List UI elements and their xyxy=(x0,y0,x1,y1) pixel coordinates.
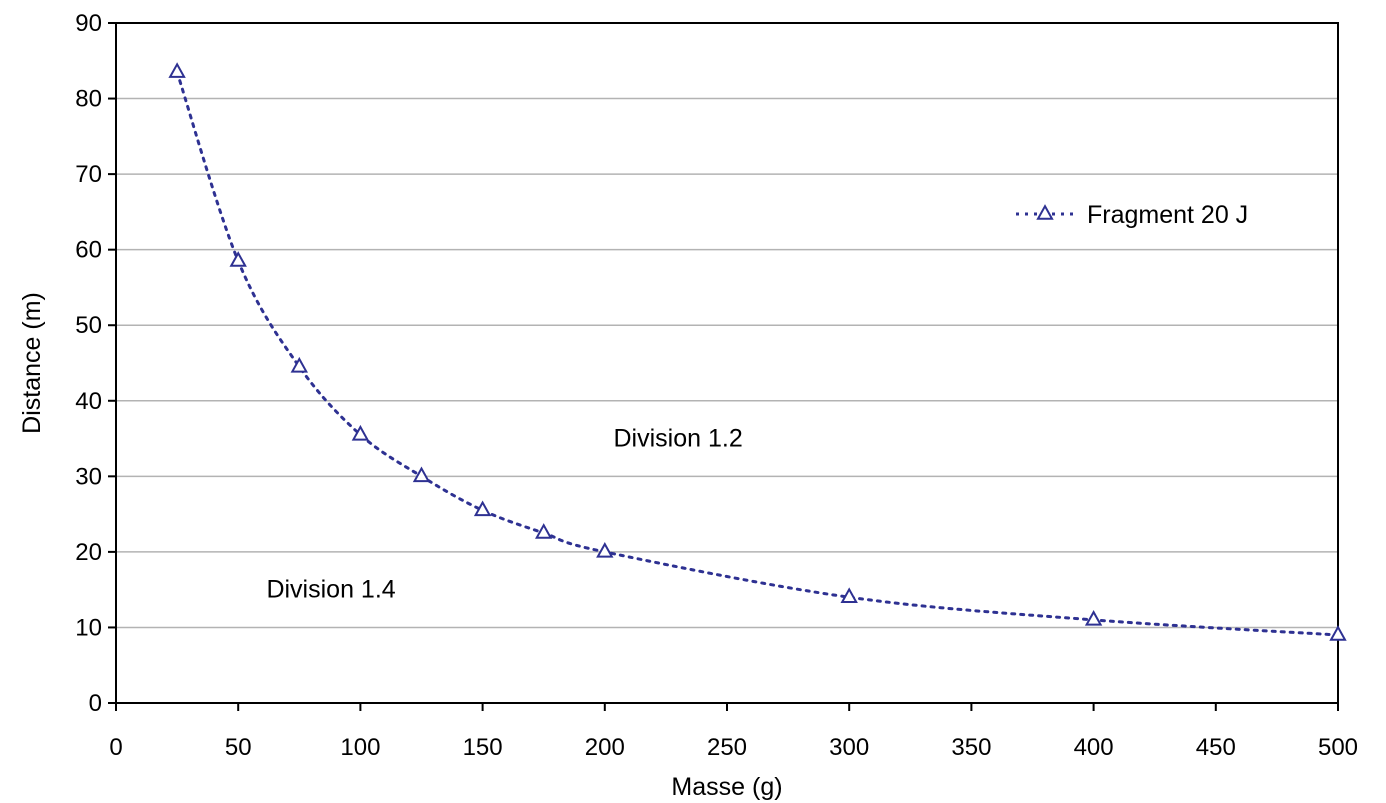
x-tick-label: 150 xyxy=(463,734,503,761)
x-tick-label: 400 xyxy=(1074,734,1114,761)
grid-lines xyxy=(116,97,1338,629)
y-tick-label: 20 xyxy=(75,539,102,566)
data-point-150 xyxy=(473,500,492,517)
data-point-200 xyxy=(596,542,614,558)
x-tick-label: 100 xyxy=(340,734,380,761)
legend-label: Fragment 20 J xyxy=(1087,201,1248,229)
y-tick-label: 10 xyxy=(75,614,102,641)
y-tick-label: 90 xyxy=(75,10,102,37)
data-point-125 xyxy=(412,466,431,483)
data-point-300 xyxy=(840,587,858,604)
y-axis-title: Distance (m) xyxy=(18,292,46,434)
x-tick-label: 350 xyxy=(951,734,991,761)
x-tick-label: 250 xyxy=(707,734,747,761)
x-tick-label: 50 xyxy=(225,734,252,761)
x-tick-label: 300 xyxy=(829,734,869,761)
x-tick-label: 200 xyxy=(585,734,625,761)
series-layer xyxy=(168,62,1347,641)
series-line xyxy=(175,70,1340,637)
data-point-50 xyxy=(229,251,247,267)
data-point-25 xyxy=(168,62,186,78)
legend: Fragment 20 J xyxy=(1016,201,1248,229)
y-tick-label: 50 xyxy=(75,312,102,339)
y-tick-label: 60 xyxy=(75,237,102,264)
y-tick-label: 40 xyxy=(75,388,102,415)
y-tick-label: 70 xyxy=(75,161,102,188)
annotations: Division 1.2 Division 1.4 xyxy=(266,425,742,604)
x-tick-label: 500 xyxy=(1318,734,1358,761)
data-point-500 xyxy=(1329,625,1347,641)
data-point-175 xyxy=(535,523,553,539)
y-axis-ticks: 0 10 20 30 40 50 60 70 80 90 xyxy=(75,10,116,717)
data-point-400 xyxy=(1084,610,1103,626)
y-tick-label: 80 xyxy=(75,86,102,113)
data-point-100 xyxy=(351,424,370,441)
y-tick-label: 0 xyxy=(89,690,102,717)
y-tick-label: 30 xyxy=(75,463,102,490)
x-axis-title: Masse (g) xyxy=(671,773,782,801)
x-tick-label: 0 xyxy=(109,734,122,761)
legend-triangle-marker-icon xyxy=(1036,204,1054,220)
x-axis-ticks: 0 50 100 150 200 250 300 350 400 450 500 xyxy=(109,703,1358,761)
annotation-label: Division 1.4 xyxy=(266,576,395,604)
annotation-label: Division 1.2 xyxy=(614,425,743,453)
x-tick-label: 450 xyxy=(1196,734,1236,761)
data-point-75 xyxy=(290,356,308,373)
